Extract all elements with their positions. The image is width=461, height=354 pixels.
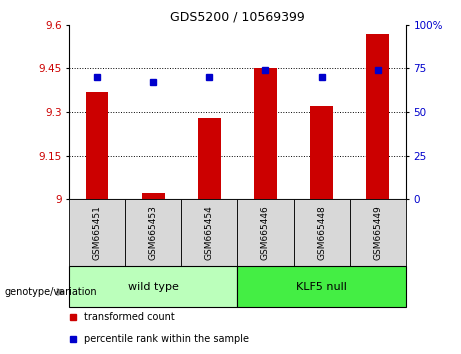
Text: transformed count: transformed count: [84, 312, 175, 322]
Text: genotype/variation: genotype/variation: [5, 287, 97, 297]
Title: GDS5200 / 10569399: GDS5200 / 10569399: [170, 11, 305, 24]
Bar: [125, 199, 181, 266]
Text: KLF5 null: KLF5 null: [296, 281, 347, 291]
Bar: [237, 266, 406, 307]
Bar: [237, 199, 294, 266]
Bar: [349, 199, 406, 266]
Text: percentile rank within the sample: percentile rank within the sample: [84, 334, 249, 344]
Bar: [294, 199, 349, 266]
Bar: [181, 199, 237, 266]
Text: GSM665448: GSM665448: [317, 205, 326, 260]
Bar: [86, 92, 108, 199]
Bar: [69, 266, 237, 307]
Text: GSM665453: GSM665453: [149, 205, 158, 260]
Text: GSM665454: GSM665454: [205, 205, 214, 260]
Text: GSM665451: GSM665451: [93, 205, 102, 260]
Text: GSM665446: GSM665446: [261, 205, 270, 260]
Text: GSM665449: GSM665449: [373, 205, 382, 260]
Bar: [366, 34, 389, 199]
Bar: [198, 118, 220, 199]
Bar: [310, 106, 333, 199]
Text: wild type: wild type: [128, 281, 179, 291]
Bar: [142, 193, 165, 199]
Bar: [69, 199, 125, 266]
Bar: [254, 68, 277, 199]
